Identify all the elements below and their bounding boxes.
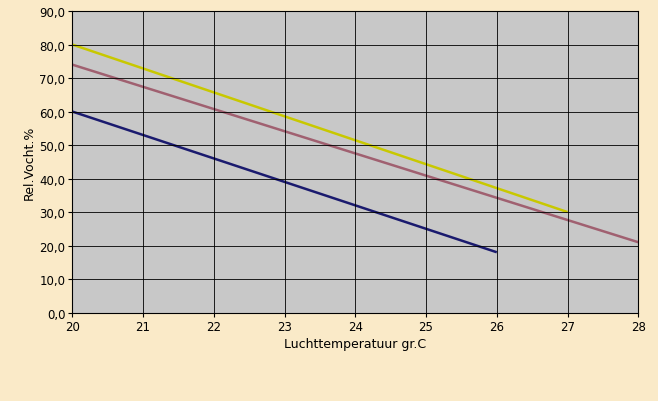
PPD=10% — [493, 250, 501, 255]
Y-axis label: Rel.Vocht.%: Rel.Vocht.% — [22, 125, 36, 200]
PPD=10% — [68, 110, 76, 115]
X-axis label: Luchttemperatuur gr.C: Luchttemperatuur gr.C — [284, 337, 426, 350]
Line: PPD=10%: PPD=10% — [72, 112, 497, 253]
